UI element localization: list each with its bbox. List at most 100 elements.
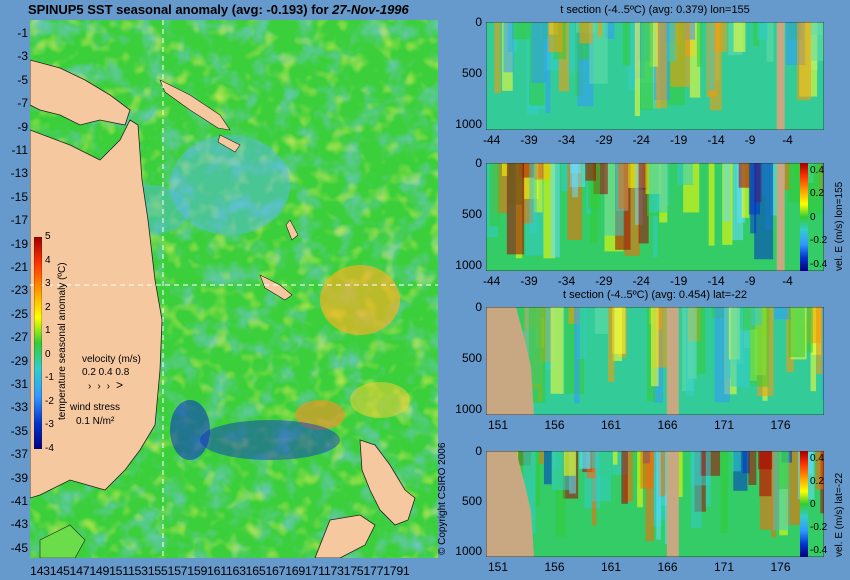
panel-colorbar-tick: 0 [810, 499, 816, 511]
panel-x-tick: 176 [770, 418, 791, 432]
panel-y-tick: 500 [461, 493, 482, 508]
australia-land [30, 119, 163, 499]
map-y-tick: -13 [10, 166, 28, 181]
panel-y-tick: 0 [475, 300, 482, 314]
panel-x-tick: -19 [670, 274, 688, 288]
wind-stress-label: wind stress [70, 402, 121, 413]
map-title-text: SPINUP5 SST seasonal anomaly (avg: -0.19… [28, 2, 333, 17]
velocity-arrows: ›››> [88, 378, 130, 392]
panel-x-tick: -14 [707, 274, 725, 288]
map-title: SPINUP5 SST seasonal anomaly (avg: -0.19… [28, 2, 409, 17]
panel-colorbar [800, 163, 808, 271]
map-colorbar-tick: -3 [45, 419, 54, 430]
panel-colorbar-tick: 0.4 [810, 165, 824, 176]
panel-y-tick: 1000 [455, 543, 482, 558]
panel-colorbar-tick: 0.2 [810, 188, 824, 200]
panel-x-tick: -29 [595, 274, 613, 288]
panel-colorbar-tick: 0 [810, 211, 816, 223]
panel-x-tick: -9 [744, 274, 756, 288]
panel-x-tick: -44 [483, 274, 501, 288]
map-colorbar [34, 237, 42, 449]
panel-x-tick: -24 [632, 133, 650, 147]
map-y-tick: -35 [10, 423, 28, 438]
map-y-tick: -33 [10, 400, 28, 415]
map-colorbar-tick: 2 [45, 301, 51, 313]
section-plot-u-lon [486, 163, 824, 271]
map-colorbar-tick: -4 [45, 442, 54, 454]
map-x-axis: 1431451471491511531551571591611631651671… [30, 564, 410, 578]
panel-x-tick: 156 [544, 560, 565, 574]
panel-x-tick: -4 [782, 274, 793, 288]
panel-x-tick: -9 [744, 133, 756, 147]
map-y-tick: -27 [10, 330, 28, 345]
panel-x-tick: -44 [483, 133, 501, 147]
map-y-tick: -3 [17, 49, 28, 64]
panel-colorbar-tick: -0.4 [810, 545, 828, 557]
map-y-tick: -19 [10, 236, 28, 251]
map-colorbar-label: temperature seasonal anomaly (ºC) [57, 262, 68, 420]
map-y-tick: -15 [10, 189, 28, 204]
section-plot-u-lat [486, 451, 824, 557]
panel-x-tick: 166 [657, 418, 678, 432]
panel-y-tick: 500 [461, 206, 482, 221]
map-title-date: 27-Nov-1996 [332, 2, 409, 17]
panel-x-tick: 156 [544, 418, 565, 432]
panel-y-tick: 0 [475, 444, 482, 458]
panel-title: t section (-4..5ºC) (avg: 0.379) lon=155 [560, 4, 750, 16]
map-y-tick: -37 [10, 447, 28, 462]
map-y-tick: -7 [17, 96, 28, 111]
panel-x-tick: 161 [601, 418, 622, 432]
sst-map [30, 20, 438, 558]
new-zealand-land [359, 439, 416, 526]
new-guinea-land [30, 59, 131, 126]
panel-y-tick: 500 [461, 350, 482, 365]
map-y-tick: -17 [10, 213, 28, 228]
map-y-tick: -45 [10, 540, 28, 555]
panel-x-tick: -14 [707, 133, 725, 147]
panel-colorbar-tick: -0.2 [810, 522, 828, 534]
map-y-tick: -31 [10, 377, 28, 391]
map-colorbar-tick: 5 [45, 231, 51, 242]
map-y-tick: -23 [10, 283, 28, 298]
panel-x-tick: -39 [520, 274, 538, 288]
map-y-tick: -41 [10, 494, 28, 508]
velocity-scale: 0.2 0.4 0.8 [82, 367, 130, 378]
panel-y-tick: 1000 [455, 257, 482, 272]
panel-colorbar [800, 451, 808, 557]
panel-title: t section (-4..5ºC) (avg: 0.454) lat=-22 [562, 289, 748, 301]
panel-x-tick: 171 [714, 418, 735, 432]
panel-colorbar-tick: 0.2 [810, 476, 824, 488]
map-y-tick: -9 [17, 119, 28, 134]
section-plot-t-lon [486, 22, 824, 130]
panel-y-tick: 0 [475, 156, 482, 170]
panel-y-tick: 500 [461, 65, 482, 80]
panel-x-tick: -24 [632, 274, 650, 288]
panel-x-tick: 176 [770, 560, 791, 574]
map-y-tick: -5 [17, 72, 28, 87]
panel-x-tick: -34 [557, 133, 576, 147]
panel-x-tick: -29 [595, 133, 613, 147]
map-colorbar-tick: -2 [45, 395, 54, 407]
panel-right-label: vel. E (m/s) lat=-22 [834, 472, 845, 557]
velocity-label: velocity (m/s) [82, 354, 141, 365]
panel-y-tick: 0 [475, 15, 482, 29]
map-colorbar-tick: -1 [45, 372, 54, 383]
map-y-tick: -1 [17, 26, 28, 40]
panel-colorbar-tick: -0.4 [810, 258, 828, 270]
map-y-tick: -39 [10, 470, 28, 485]
panel-right-label: vel. E (m/s) lon=155 [834, 181, 845, 271]
map-y-tick: -21 [10, 260, 28, 274]
panel-y-tick: 1000 [455, 116, 482, 131]
map-y-tick: -43 [10, 517, 28, 532]
panel-y-tick: 1000 [455, 401, 482, 416]
panel-x-tick: 151 [488, 418, 509, 432]
panel-colorbar-tick: 0.4 [810, 453, 824, 464]
panel-x-tick: 171 [714, 560, 735, 574]
panel-x-tick: 166 [657, 560, 678, 574]
map-colorbar-tick: 4 [45, 254, 51, 266]
panel-colorbar-tick: -0.2 [810, 235, 828, 247]
panel-x-tick: -4 [782, 133, 793, 147]
panel-x-tick: -19 [670, 133, 688, 147]
map-colorbar-tick: 1 [45, 325, 51, 336]
map-colorbar-tick: 3 [45, 278, 51, 289]
